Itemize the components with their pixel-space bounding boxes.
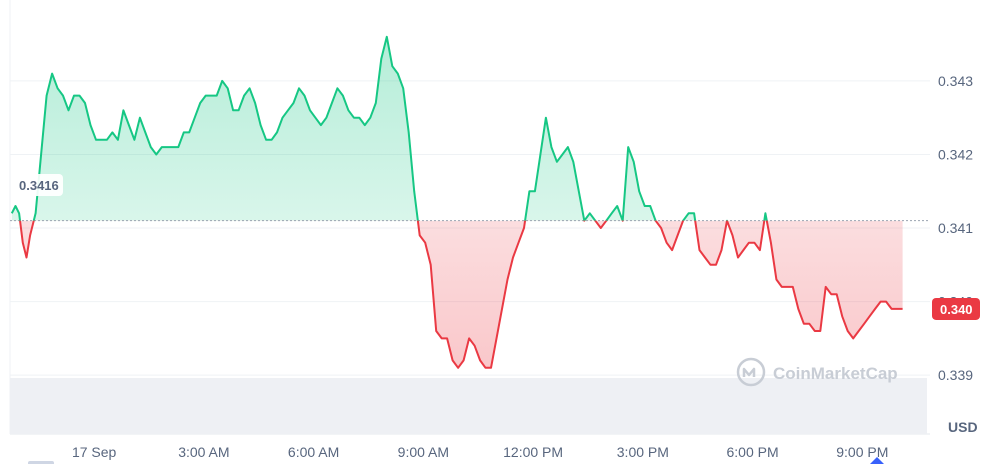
x-tick-label: 9:00 AM bbox=[398, 444, 449, 460]
area-above-baseline bbox=[11, 36, 767, 221]
volume-band bbox=[10, 378, 927, 434]
coinmarketcap-watermark: CoinMarketCap bbox=[736, 357, 898, 387]
volume-bars bbox=[10, 378, 927, 434]
x-axis: 17 Sep 3:00 AM 6:00 AM 9:00 AM 12:00 PM 3:00 … bbox=[72, 444, 888, 460]
y-tick-label: 0.342 bbox=[938, 146, 973, 162]
x-tick-label: 6:00 AM bbox=[288, 444, 339, 460]
price-areas bbox=[11, 36, 903, 368]
x-tick-label: 12:00 PM bbox=[503, 444, 563, 460]
y-axis: 0.339 0.340 0.341 0.342 0.343 bbox=[938, 73, 973, 383]
baseline-label: 0.3416 bbox=[13, 174, 63, 196]
current-price-tag: 0.340 bbox=[932, 297, 980, 320]
price-line-down bbox=[19, 220, 903, 369]
x-tick-label: 17 Sep bbox=[72, 444, 117, 460]
x-tick-label: 3:00 PM bbox=[617, 444, 669, 460]
x-tick-label: 6:00 PM bbox=[727, 444, 779, 460]
y-tick-label: 0.339 bbox=[938, 367, 973, 383]
current-price-value: 0.340 bbox=[940, 302, 973, 317]
range-slider-marker-icon[interactable] bbox=[870, 457, 884, 464]
baseline-value: 0.3416 bbox=[19, 178, 59, 193]
x-tick-label: 3:00 AM bbox=[178, 444, 229, 460]
coinmarketcap-logo-icon bbox=[736, 357, 766, 387]
x-tick-label: 9:00 PM bbox=[836, 444, 888, 460]
range-slider-left-handle[interactable] bbox=[28, 461, 54, 464]
area-below-baseline bbox=[11, 220, 903, 368]
currency-label: USD bbox=[948, 419, 978, 435]
y-tick-label: 0.341 bbox=[938, 220, 973, 236]
y-tick-label: 0.343 bbox=[938, 73, 973, 89]
watermark-text: CoinMarketCap bbox=[773, 364, 898, 383]
price-lines bbox=[10, 35, 903, 369]
price-line-up bbox=[10, 35, 768, 221]
